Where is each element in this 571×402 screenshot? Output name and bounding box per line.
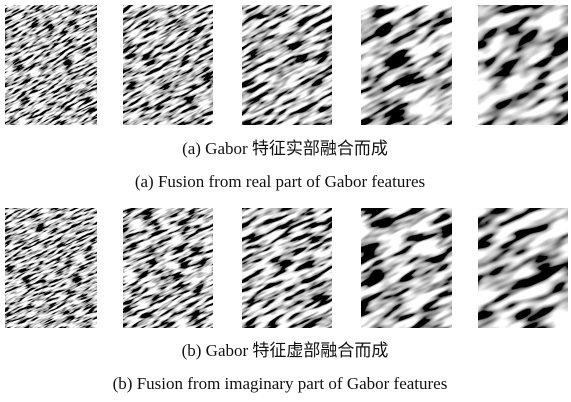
texture-image bbox=[242, 5, 332, 125]
texture-image bbox=[361, 208, 452, 328]
texture-image bbox=[123, 208, 213, 328]
texture-image bbox=[5, 208, 97, 328]
caption-zh: (a) Gabor 特征实部融合而成 bbox=[182, 139, 388, 158]
caption-en: (a) Fusion from real part of Gabor featu… bbox=[135, 172, 425, 191]
caption-zh: (b) Gabor 特征虚部融合而成 bbox=[182, 341, 389, 360]
texture-image bbox=[361, 5, 452, 125]
texture-image bbox=[123, 5, 213, 125]
caption-en: (b) Fusion from imaginary part of Gabor … bbox=[113, 374, 448, 393]
texture-image bbox=[478, 5, 568, 125]
texture-image bbox=[5, 5, 97, 125]
texture-image bbox=[478, 208, 568, 328]
texture-image bbox=[242, 208, 332, 328]
